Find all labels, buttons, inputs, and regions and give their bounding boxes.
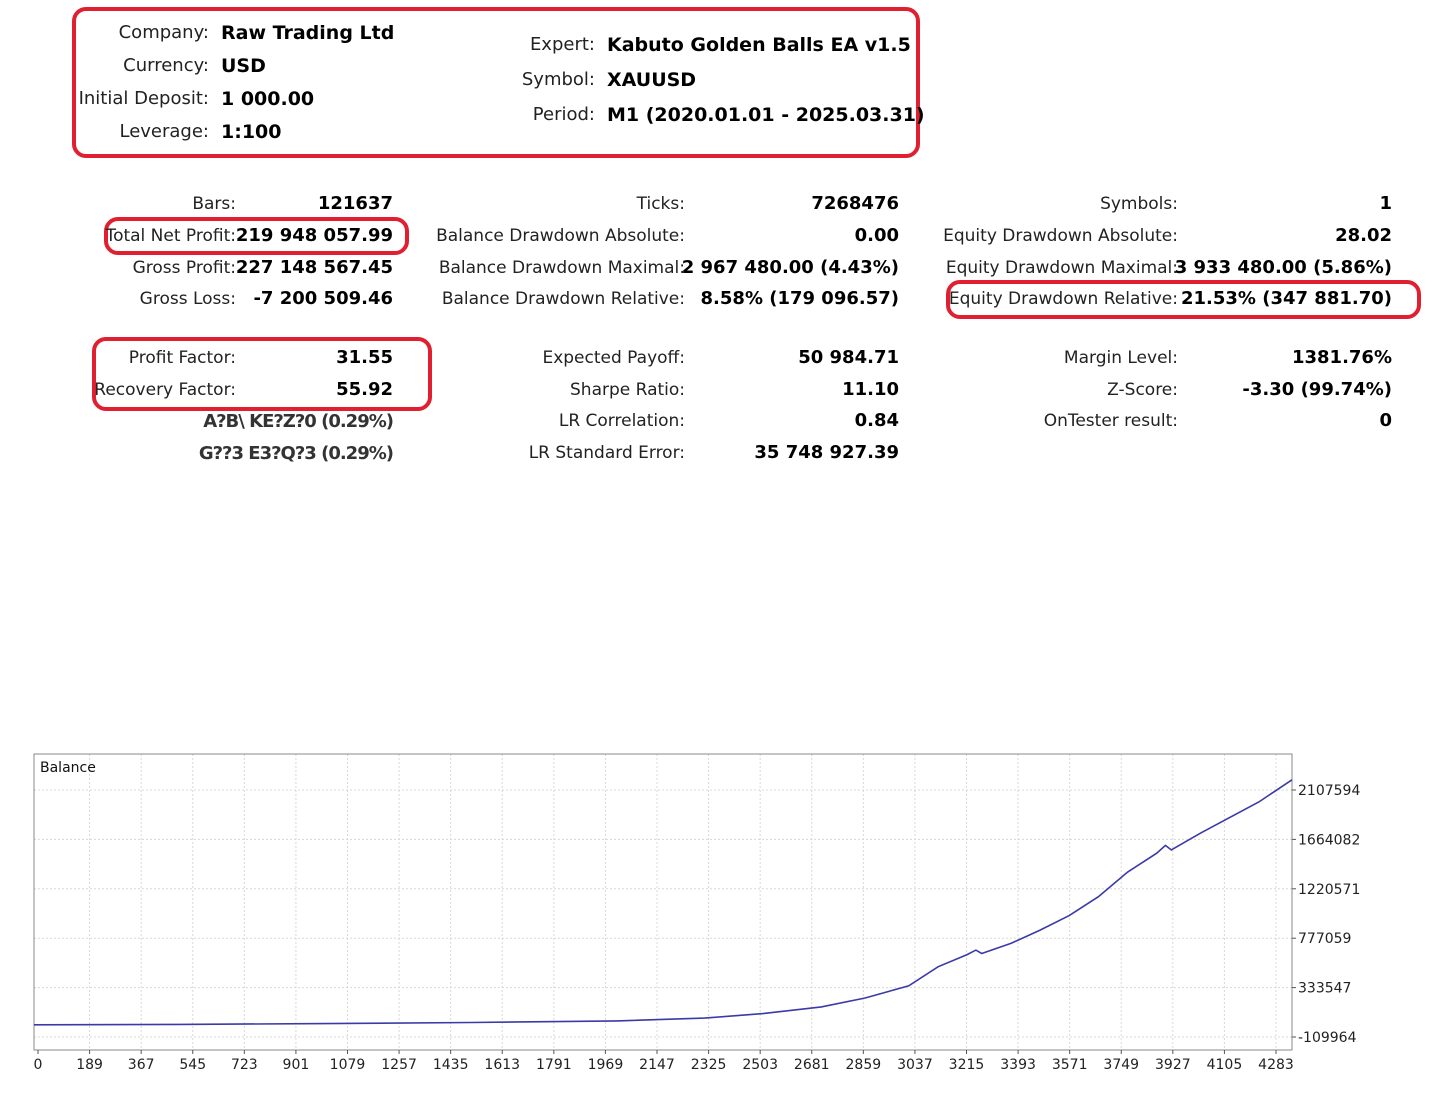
equity-drawdown-relative-value: 21.53% (347 881.70) xyxy=(1181,288,1392,309)
lr-correlation-label: LR Correlation: xyxy=(558,411,685,431)
chart-title: Balance xyxy=(40,760,96,776)
x-tick-label: 2325 xyxy=(691,1057,727,1073)
company-label: Company: xyxy=(118,22,209,43)
header-highlight-box xyxy=(72,7,920,158)
balance-drawdown-relative-label: Balance Drawdown Relative: xyxy=(441,289,685,309)
profit-factor-label: Profit Factor: xyxy=(128,348,236,368)
balance-drawdown-absolute-value: 0.00 xyxy=(854,225,899,246)
balance-drawdown-absolute-label: Balance Drawdown Absolute: xyxy=(436,226,685,246)
equity-drawdown-relative-label: Equity Drawdown Relative: xyxy=(948,289,1178,309)
x-tick-label: 0 xyxy=(34,1057,43,1073)
y-tick-label: 1220571 xyxy=(1298,882,1360,898)
y-tick-label: -109964 xyxy=(1298,1030,1357,1046)
profit-factor-value: 31.55 xyxy=(336,347,393,368)
y-tick-label: 2107594 xyxy=(1298,783,1360,799)
expert-label: Expert: xyxy=(529,34,595,55)
x-tick-label: 723 xyxy=(231,1057,258,1073)
leverage-value: 1:100 xyxy=(221,121,282,143)
balance-chart: Balance 2107594 1664082 1220571 777059 33354… xyxy=(0,740,1445,1092)
x-tick-label: 3393 xyxy=(1000,1057,1036,1073)
margin-level-label: Margin Level: xyxy=(1063,348,1178,368)
equity-drawdown-absolute-label: Equity Drawdown Absolute: xyxy=(943,226,1178,246)
ontester-result-value: 0 xyxy=(1379,410,1392,431)
x-tick-label: 3571 xyxy=(1052,1057,1088,1073)
gross-profit-value: 227 148 567.45 xyxy=(235,257,393,278)
x-tick-label: 2503 xyxy=(742,1057,778,1073)
sharpe-ratio-value: 11.10 xyxy=(842,379,899,400)
lr-correlation-value: 0.84 xyxy=(854,410,899,431)
balance-drawdown-relative-value: 8.58% (179 096.57) xyxy=(700,288,899,309)
x-tick-label: 2681 xyxy=(794,1057,830,1073)
initial-deposit-label: Initial Deposit: xyxy=(78,88,209,109)
ontester-result-label: OnTester result: xyxy=(1043,411,1178,431)
x-tick-label: 1791 xyxy=(536,1057,572,1073)
balance-chart-svg: Balance 2107594 1664082 1220571 777059 33354… xyxy=(33,753,1360,1073)
y-tick-label: 777059 xyxy=(1298,931,1351,947)
garbled-stat-value-1: A?B\ KE?Z?0 (0.29%) xyxy=(203,411,394,432)
bars-value: 121637 xyxy=(317,193,393,214)
equity-drawdown-absolute-value: 28.02 xyxy=(1335,225,1392,246)
x-tick-label: 367 xyxy=(128,1057,155,1073)
net-profit-highlight-box xyxy=(104,217,409,255)
period-label: Period: xyxy=(532,104,595,125)
x-tick-label: 189 xyxy=(76,1057,103,1073)
gross-profit-label: Gross Profit: xyxy=(132,258,236,278)
currency-label: Currency: xyxy=(123,55,209,76)
equity-drawdown-relative-highlight-box xyxy=(946,280,1421,319)
expected-payoff-value: 50 984.71 xyxy=(798,347,899,368)
margin-level-value: 1381.76% xyxy=(1291,347,1392,368)
x-tick-label: 3927 xyxy=(1155,1057,1191,1073)
garbled-stat-value-2: G??3 E3?Q?3 (0.29%) xyxy=(198,443,394,464)
period-value: M1 (2020.01.01 - 2025.03.31) xyxy=(607,104,925,126)
x-tick-label: 901 xyxy=(283,1057,310,1073)
x-tick-label: 1435 xyxy=(433,1057,469,1073)
expert-value: Kabuto Golden Balls EA v1.5 xyxy=(607,34,911,56)
symbols-value: 1 xyxy=(1379,193,1392,214)
x-tick-label: 3037 xyxy=(897,1057,933,1073)
y-tick-label: 1664082 xyxy=(1298,832,1360,848)
ticks-label: Ticks: xyxy=(636,194,685,214)
lr-standard-error-label: LR Standard Error: xyxy=(528,443,685,463)
x-tick-label: 1257 xyxy=(381,1057,417,1073)
currency-value: USD xyxy=(221,55,266,77)
total-net-profit-value: 219 948 057.99 xyxy=(235,225,393,246)
symbol-label: Symbol: xyxy=(521,69,595,90)
recovery-factor-label: Recovery Factor: xyxy=(94,380,236,400)
initial-deposit-value: 1 000.00 xyxy=(221,88,315,110)
x-tick-label: 3215 xyxy=(949,1057,985,1073)
equity-drawdown-maximal-label: Equity Drawdown Maximal: xyxy=(945,258,1178,278)
x-tick-label: 1613 xyxy=(484,1057,520,1073)
z-score-label: Z-Score: xyxy=(1107,380,1178,400)
symbols-label: Symbols: xyxy=(1100,194,1178,214)
balance-drawdown-maximal-value: 2 967 480.00 (4.43%) xyxy=(681,257,899,278)
x-tick-label: 4105 xyxy=(1207,1057,1243,1073)
expected-payoff-label: Expected Payoff: xyxy=(542,348,685,368)
ticks-value: 7268476 xyxy=(811,193,899,214)
plot-frame xyxy=(33,753,1293,1051)
symbol-value: XAUUSD xyxy=(607,69,697,91)
y-tick-label: 333547 xyxy=(1298,981,1351,997)
gross-loss-label: Gross Loss: xyxy=(139,289,236,309)
x-tick-label: 545 xyxy=(179,1057,206,1073)
profit-recovery-highlight-box xyxy=(92,337,432,411)
equity-drawdown-maximal-value: 3 933 480.00 (5.86%) xyxy=(1174,257,1392,278)
x-tick-label: 4283 xyxy=(1258,1057,1294,1073)
balance-drawdown-maximal-label: Balance Drawdown Maximal: xyxy=(438,258,685,278)
company-value: Raw Trading Ltd xyxy=(221,22,395,44)
balance-series-line xyxy=(33,779,1293,1026)
x-tick-label: 1969 xyxy=(588,1057,624,1073)
x-tick-label: 3749 xyxy=(1103,1057,1139,1073)
x-tick-label: 2859 xyxy=(846,1057,882,1073)
sharpe-ratio-label: Sharpe Ratio: xyxy=(570,380,685,400)
gross-loss-value: -7 200 509.46 xyxy=(253,288,393,309)
lr-standard-error-value: 35 748 927.39 xyxy=(754,442,899,463)
bars-label: Bars: xyxy=(192,194,236,214)
recovery-factor-value: 55.92 xyxy=(336,379,393,400)
x-tick-label: 1079 xyxy=(330,1057,366,1073)
leverage-label: Leverage: xyxy=(119,121,209,142)
z-score-value: -3.30 (99.74%) xyxy=(1242,379,1392,400)
total-net-profit-label: Total Net Profit: xyxy=(105,226,236,246)
x-tick-label: 2147 xyxy=(639,1057,675,1073)
